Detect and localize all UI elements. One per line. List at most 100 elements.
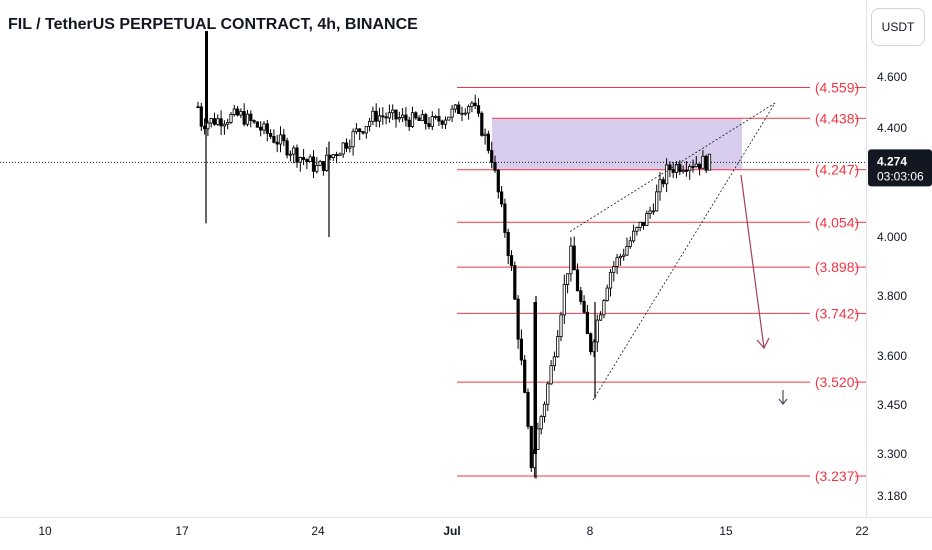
spike-candle	[205, 31, 208, 123]
candle-body	[569, 245, 573, 275]
time-tick-label: 24	[311, 524, 325, 538]
candle-body	[308, 156, 312, 162]
price-tick-label: 4.600	[877, 70, 907, 84]
candle-body	[470, 102, 474, 107]
price-tick-label: 4.000	[877, 230, 907, 244]
candle-body	[443, 119, 448, 125]
candle-body	[367, 120, 372, 127]
candle-body	[463, 112, 467, 115]
candle-body	[325, 154, 329, 171]
candle-body	[400, 114, 405, 118]
time-tick-label: 10	[38, 524, 52, 538]
candle-body	[526, 391, 530, 427]
candle-body	[536, 428, 540, 450]
candle-body	[625, 246, 629, 256]
candle-body	[645, 213, 649, 226]
candle-body	[707, 153, 712, 171]
candle-body	[648, 210, 652, 215]
candle-body	[384, 116, 388, 119]
candle-body	[572, 245, 576, 271]
time-tick-label: 8	[587, 524, 594, 538]
candle-body	[364, 125, 368, 134]
currency-button[interactable]: USDT	[871, 8, 925, 46]
candle-body	[311, 156, 316, 172]
candle-body	[229, 114, 233, 123]
time-axis-border	[0, 517, 932, 518]
candle-body	[542, 403, 547, 417]
price-tick-label: 3.450	[877, 398, 907, 412]
candle-body	[331, 154, 335, 158]
candle-body	[655, 191, 659, 212]
candle-body	[430, 116, 434, 127]
time-tick-label: 15	[719, 524, 733, 538]
candle-body	[566, 273, 570, 285]
candle-body	[523, 359, 527, 393]
candle-body	[278, 134, 283, 145]
candle-body	[259, 126, 263, 131]
candle-body	[351, 131, 355, 148]
candle-body	[242, 111, 246, 125]
candle-body	[460, 112, 464, 115]
candle-body	[589, 333, 593, 353]
candle-body	[499, 191, 504, 205]
candle-body	[546, 383, 550, 405]
candle-body	[549, 365, 553, 385]
candle-body	[671, 169, 675, 173]
candle-body	[341, 142, 345, 155]
candle-body	[404, 114, 408, 121]
candle-body	[651, 210, 656, 213]
candle-body	[354, 128, 359, 133]
chart-title: FIL / TetherUS PERPETUAL CONTRACT, 4h, B…	[8, 16, 418, 33]
candle-body	[387, 112, 392, 119]
candle-body	[658, 179, 662, 193]
candle-body	[358, 128, 362, 133]
level-label: (4.054)	[815, 214, 859, 230]
candle-body	[377, 115, 382, 122]
candle-body	[473, 102, 477, 106]
candle-body	[476, 105, 481, 114]
candle-body	[305, 159, 309, 162]
candle-body	[457, 104, 461, 114]
candle-body	[371, 110, 375, 122]
candle-body	[480, 112, 484, 136]
candle-body	[262, 123, 266, 131]
level-label: (3.520)	[815, 374, 859, 390]
candle-body	[414, 112, 418, 119]
candle-body	[420, 114, 425, 122]
candle-body	[407, 119, 411, 128]
candle-body	[529, 425, 533, 469]
candle-body	[381, 115, 385, 118]
price-tick-label: 4.400	[877, 121, 907, 135]
candle-body	[288, 153, 293, 156]
candle-body	[559, 314, 563, 337]
candle-body	[301, 157, 306, 160]
candle-body	[579, 290, 583, 302]
candle-body	[668, 164, 672, 170]
candle-body	[641, 221, 646, 226]
candle-body	[519, 338, 524, 361]
candle-body	[427, 123, 431, 127]
candle-body	[212, 118, 217, 125]
candle-body	[265, 123, 269, 134]
supply-zone	[492, 118, 742, 170]
candle-body	[222, 123, 226, 127]
candle-body	[272, 136, 276, 143]
candle-body	[232, 108, 236, 115]
candle-body	[295, 147, 299, 163]
candle-body	[315, 165, 319, 172]
candle-body	[556, 336, 560, 358]
candle-body	[318, 161, 322, 166]
candle-body	[605, 287, 609, 302]
candle-body	[245, 113, 250, 125]
candle-body	[503, 203, 507, 233]
current-price-label: 4.274	[877, 154, 907, 168]
candle-body	[493, 161, 497, 171]
candle-body	[678, 164, 682, 172]
candle-body	[575, 269, 580, 292]
candle-body	[239, 111, 243, 116]
candle-body	[417, 117, 421, 122]
projection-arrow	[740, 174, 765, 349]
candle-body	[552, 356, 557, 367]
level-label: (4.559)	[815, 79, 859, 95]
